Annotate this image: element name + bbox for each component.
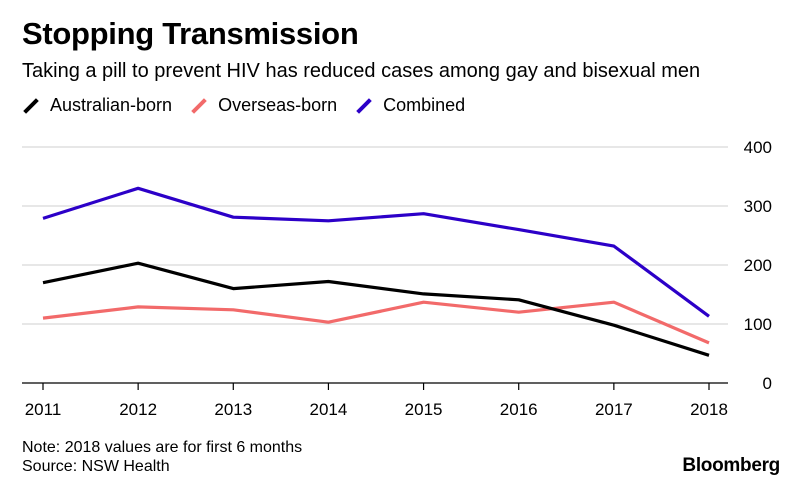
x-tick-label-2012: 2012	[119, 400, 157, 419]
series-line-combined	[42, 186, 710, 318]
x-tick-label-2013: 2013	[214, 400, 252, 419]
series-line-overseas-born	[42, 300, 710, 345]
legend-item-australian-born: Australian-born	[22, 95, 172, 116]
chart-footnotes: Note: 2018 values are for first 6 months…	[22, 438, 302, 476]
y-tick-label-300: 300	[744, 197, 772, 216]
y-tick-label-0: 0	[763, 374, 772, 393]
y-tick-label-200: 200	[744, 256, 772, 275]
chart-source: Source: NSW Health	[22, 458, 170, 475]
legend-label-overseas-born: Overseas-born	[218, 95, 338, 115]
x-tick-label-2017: 2017	[595, 400, 633, 419]
x-tick-label-2011: 2011	[25, 400, 62, 419]
x-tick-label-2014: 2014	[310, 400, 348, 419]
legend-label-combined: Combined	[383, 95, 466, 115]
y-tick-label-400: 400	[744, 138, 772, 157]
x-tick-label-2018: 2018	[690, 400, 728, 419]
series-line-australian-born	[42, 261, 710, 357]
y-tick-label-100: 100	[744, 315, 772, 334]
legend-item-overseas-born: Overseas-born	[190, 95, 337, 116]
chart-title: Stopping Transmission	[22, 16, 359, 51]
legend-item-combined: Combined	[355, 95, 465, 116]
chart-note: Note: 2018 values are for first 6 months	[22, 439, 303, 456]
x-tick-label-2015: 2015	[405, 400, 443, 419]
chart-legend: Australian-born Overseas-born Combined	[22, 95, 483, 116]
chart-subtitle: Taking a pill to prevent HIV has reduced…	[22, 60, 701, 82]
brand-logo: Bloomberg	[682, 455, 780, 476]
legend-label-australian-born: Australian-born	[50, 95, 173, 115]
x-tick-label-2016: 2016	[500, 400, 538, 419]
